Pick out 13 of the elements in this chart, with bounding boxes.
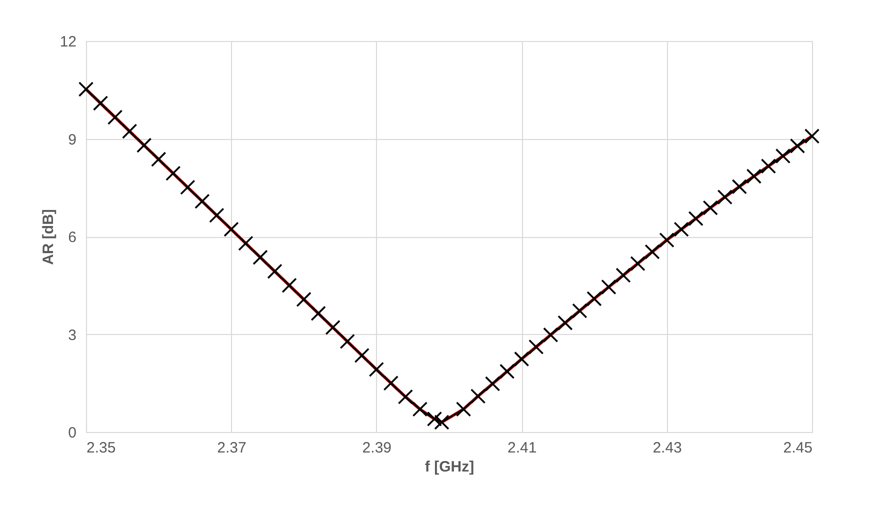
y-tick-label: 0 xyxy=(68,424,76,442)
x-axis-title: f [GHz] xyxy=(424,458,474,476)
x-tick-label: 2.39 xyxy=(362,440,392,456)
x-tick-label: 2.35 xyxy=(86,440,116,456)
y-tick-label: 3 xyxy=(68,326,76,344)
x-tick-label: 2.41 xyxy=(508,440,537,456)
y-tick-label: 9 xyxy=(68,131,76,148)
y-axis-title: AR [dB] xyxy=(40,209,57,265)
y-tick-label: 12 xyxy=(60,34,76,50)
x-tick-label: 2.45 xyxy=(783,440,812,456)
x-tick-label: 2.43 xyxy=(652,440,682,456)
x-tick-label: 2.37 xyxy=(217,440,246,456)
y-tick-label: 6 xyxy=(68,229,76,246)
